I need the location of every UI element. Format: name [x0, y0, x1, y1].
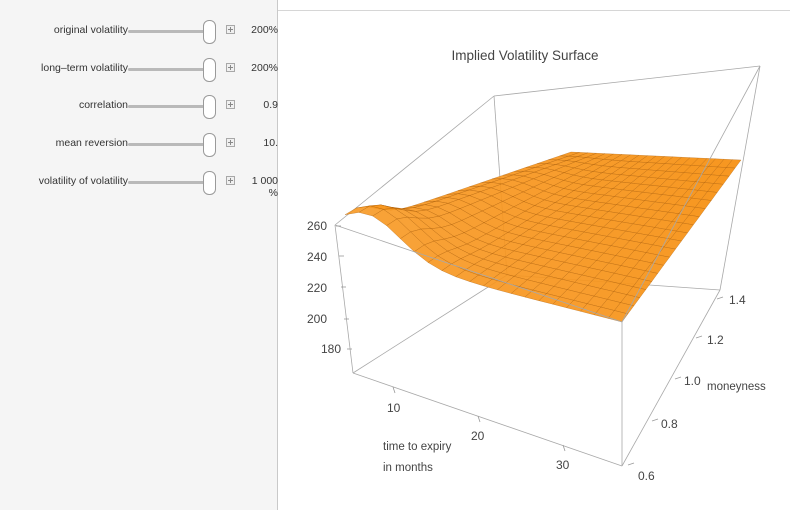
expand-plus-icon[interactable]	[226, 176, 235, 185]
y-axis-labels: 1.4 1.2 1.0 0.8 0.6 moneyness	[638, 293, 766, 483]
control-value: 1 000%	[244, 175, 278, 199]
y-tick-label: 0.8	[661, 417, 678, 431]
volatility-surface-plot[interactable]: Implied Volatility Surface 260 240 220 2…	[278, 0, 790, 510]
control-value-unit: %	[268, 187, 278, 199]
control-correlation: correlation 0.9	[0, 89, 278, 123]
y-tick-label: 1.4	[729, 293, 746, 307]
panel-divider	[278, 10, 790, 11]
x-axis-label-line2: in months	[383, 462, 433, 474]
x-tick-label: 10	[387, 401, 401, 415]
y-axis-ticks	[627, 296, 724, 466]
z-tick-label: 200	[307, 312, 327, 326]
control-value: 200%	[251, 62, 278, 74]
z-axis-labels: 260 240 220 200 180	[307, 219, 341, 356]
control-original-volatility: original volatility 200%	[0, 14, 278, 48]
slider-thumb[interactable]	[203, 20, 216, 44]
slider-thumb[interactable]	[203, 58, 216, 82]
y-tick-label: 0.6	[638, 469, 655, 483]
x-tick-label: 30	[556, 458, 570, 472]
expand-plus-icon[interactable]	[226, 63, 235, 72]
z-tick-label: 240	[307, 250, 327, 264]
slider-track[interactable]	[128, 181, 214, 184]
slider-track[interactable]	[128, 105, 214, 108]
control-label: mean reversion	[55, 137, 128, 149]
x-axis-label-line1: time to expiry	[383, 441, 452, 453]
box-front-edges	[334, 65, 761, 467]
control-long-term-volatility: long–term volatility 200%	[0, 52, 278, 86]
plot-title: Implied Volatility Surface	[451, 48, 598, 63]
z-tick-label: 180	[321, 342, 341, 356]
slider-thumb[interactable]	[203, 133, 216, 157]
control-label: original volatility	[53, 24, 128, 36]
surface-mesh	[344, 151, 742, 323]
z-tick-label: 260	[307, 219, 327, 233]
control-label: long–term volatility	[41, 62, 128, 74]
slider-thumb[interactable]	[203, 171, 216, 195]
z-axis-ticks	[336, 225, 352, 350]
expand-plus-icon[interactable]	[226, 25, 235, 34]
y-tick-label: 1.0	[684, 374, 701, 388]
control-value-number: 1 000	[251, 175, 278, 187]
z-tick-label: 220	[307, 281, 327, 295]
control-label: correlation	[78, 99, 128, 111]
control-value: 0.9	[263, 99, 278, 111]
y-axis-label: moneyness	[707, 381, 766, 393]
x-tick-label: 20	[471, 429, 485, 443]
control-value: 200%	[251, 24, 278, 36]
y-tick-label: 1.2	[707, 333, 724, 347]
control-value: 10.	[263, 137, 278, 149]
control-volatility-of-volatility: volatility of volatility 1 000%	[0, 165, 278, 199]
slider-thumb[interactable]	[203, 95, 216, 119]
controls-panel: original volatility 200% long–term volat…	[0, 0, 278, 510]
control-label: volatility of volatility	[38, 175, 128, 187]
x-axis-ticks	[392, 386, 566, 452]
slider-track[interactable]	[128, 68, 214, 71]
x-axis-labels: 10 20 30 time to expiry in months	[383, 401, 570, 474]
slider-track[interactable]	[128, 30, 214, 33]
expand-plus-icon[interactable]	[226, 100, 235, 109]
expand-plus-icon[interactable]	[226, 138, 235, 147]
control-mean-reversion: mean reversion 10.	[0, 127, 278, 161]
slider-track[interactable]	[128, 143, 214, 146]
